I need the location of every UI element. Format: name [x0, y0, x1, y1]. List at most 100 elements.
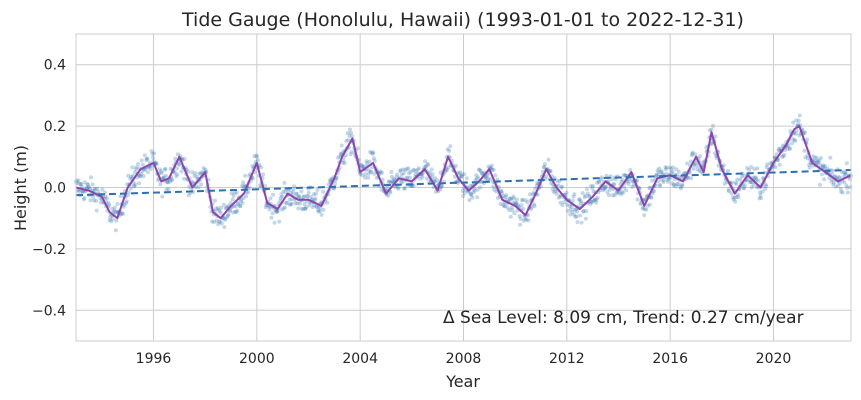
scatter-point	[369, 150, 374, 155]
scatter-point	[408, 169, 413, 174]
scatter-point	[602, 186, 607, 191]
scatter-point	[672, 182, 677, 187]
scatter-point	[333, 181, 337, 186]
scatter-point	[524, 217, 529, 222]
scatter-point	[90, 182, 95, 187]
scatter-point	[186, 193, 191, 198]
scatter-point	[76, 189, 81, 194]
scatter-point	[258, 183, 263, 188]
scatter-point	[82, 196, 87, 200]
scatter-point	[288, 202, 292, 207]
scatter-point	[605, 190, 610, 195]
scatter-point	[100, 187, 105, 192]
scatter-point	[389, 170, 394, 174]
scatter-point	[803, 155, 808, 160]
scatter-point	[701, 160, 706, 165]
scatter-point	[138, 174, 143, 179]
scatter-point	[137, 181, 142, 186]
scatter-point	[76, 178, 81, 183]
scatter-point	[495, 196, 500, 200]
scatter-point	[570, 210, 575, 214]
scatter-point	[655, 168, 660, 173]
scatter-point	[764, 165, 769, 170]
scatter-point	[222, 225, 227, 230]
scatter-point	[121, 211, 125, 216]
scatter-point	[133, 182, 138, 187]
scatter-point	[486, 177, 491, 182]
scatter-point	[753, 175, 758, 180]
scatter-point	[711, 123, 715, 128]
scatter-point	[817, 158, 822, 163]
scatter-point	[568, 212, 573, 217]
scatter-point	[280, 194, 285, 199]
scatter-point	[669, 167, 674, 171]
scatter-point	[447, 148, 452, 153]
sea-level-annotation: Δ Sea Level: 8.09 cm, Trend: 0.27 cm/yea…	[443, 308, 804, 328]
scatter-point	[500, 191, 504, 196]
scatter-point	[88, 198, 93, 203]
scatter-point	[820, 172, 824, 177]
scatter-point	[240, 183, 244, 188]
scatter-point	[81, 197, 86, 202]
smoothed-series-line	[75, 125, 852, 220]
scatter-point	[664, 171, 669, 176]
scatter-point	[474, 176, 479, 181]
scatter-point	[780, 154, 785, 159]
scatter-point	[142, 153, 147, 158]
scatter-point	[390, 178, 395, 183]
scatter-point	[112, 208, 117, 213]
scatter-point	[175, 152, 180, 157]
scatter-point	[307, 203, 312, 208]
scatter-point	[282, 205, 287, 210]
scatter-point	[582, 195, 587, 200]
scatter-point	[158, 182, 163, 187]
scatter-point	[812, 159, 817, 163]
scatter-point	[364, 159, 369, 164]
scatter-point	[842, 180, 847, 185]
scatter-point	[358, 172, 363, 177]
scatter-point	[556, 195, 561, 200]
scatter-point	[560, 203, 565, 207]
scatter-point	[821, 165, 826, 170]
scatter-point	[541, 165, 546, 170]
scatter-point	[164, 173, 168, 178]
scatter-point	[281, 206, 286, 211]
scatter-point	[360, 173, 365, 178]
scatter-point	[368, 150, 373, 154]
scatter-point	[168, 166, 173, 171]
scatter-point	[782, 152, 787, 157]
scatter-point	[731, 197, 736, 202]
scatter-point	[554, 191, 559, 196]
scatter-point	[321, 207, 326, 212]
plot-frame	[75, 33, 852, 342]
scatter-point	[838, 181, 843, 186]
scatter-point	[526, 218, 531, 223]
scatter-point	[734, 182, 739, 186]
scatter-point	[516, 202, 520, 207]
scatter-point	[247, 186, 252, 191]
scatter-point	[790, 137, 795, 142]
scatter-point	[518, 222, 523, 227]
scatter-point	[461, 193, 466, 198]
scatter-point	[287, 197, 292, 202]
scatter-point	[255, 154, 259, 159]
scatter-point	[774, 152, 779, 157]
scatter-point	[661, 180, 666, 184]
scatter-point	[130, 165, 135, 170]
scatter-point	[674, 167, 679, 172]
scatter-point	[288, 202, 293, 207]
scatter-point	[234, 190, 239, 195]
scatter-point	[166, 180, 170, 185]
scatter-point	[709, 127, 714, 132]
scatter-point	[145, 170, 150, 175]
scatter-point	[486, 164, 491, 169]
scatter-point	[690, 151, 695, 156]
scatter-point	[433, 176, 438, 181]
scatter-point	[93, 186, 98, 191]
scatter-point	[790, 141, 795, 146]
scatter-point	[230, 197, 235, 202]
scatter-point	[618, 192, 623, 197]
scatter-point	[622, 185, 626, 190]
scatter-point	[134, 167, 138, 172]
scatter-point	[690, 150, 695, 155]
